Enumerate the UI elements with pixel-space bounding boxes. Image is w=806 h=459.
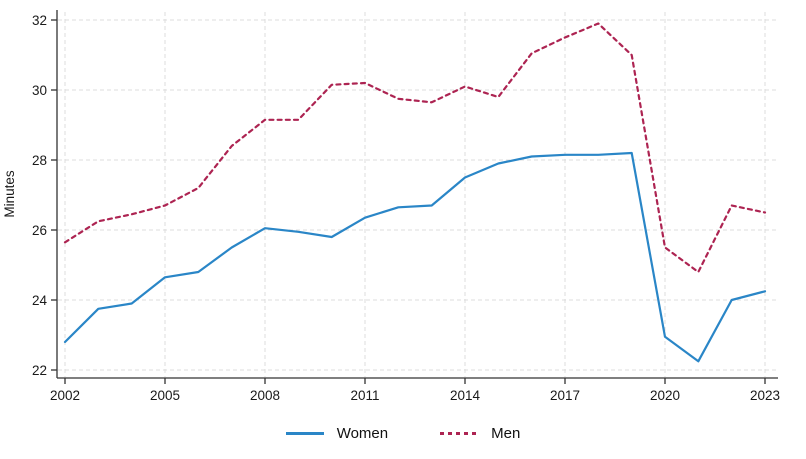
x-tick-label: 2014 (450, 388, 481, 403)
men-line-sample (440, 432, 479, 435)
y-tick-label: 24 (32, 293, 48, 308)
y-tick-label: 30 (32, 83, 47, 98)
x-tick-label: 2002 (50, 388, 80, 403)
y-tick-label: 28 (32, 153, 47, 168)
chart-legend: Women Men (0, 426, 806, 441)
women-line-sample (285, 432, 324, 435)
x-tick-label: 2017 (550, 388, 580, 403)
x-tick-label: 2011 (350, 388, 379, 403)
legend-label-women: Women (336, 425, 389, 442)
line-chart: 22 24 26 28 30 32 2002 2005 2008 2011 2014 2017 2020… (2, 10, 780, 403)
x-tick-label: 2008 (250, 388, 280, 403)
y-tick-label: 32 (32, 13, 47, 28)
legend-item-men: Men (440, 426, 520, 441)
legend-item-women: Women (285, 425, 389, 442)
y-tick-label: 26 (32, 223, 47, 238)
x-tick-label: 2005 (150, 388, 180, 403)
women-line (63, 151, 767, 363)
x-tick-label: 2020 (650, 388, 680, 403)
men-line (63, 22, 767, 274)
x-tick-label: 2023 (750, 388, 780, 403)
y-tick-label: 22 (32, 363, 47, 378)
legend-label-men: Men (491, 425, 521, 442)
y-axis-label: Minutes (2, 170, 17, 218)
